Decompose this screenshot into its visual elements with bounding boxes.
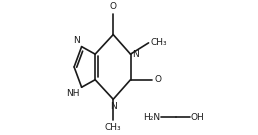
Text: N: N (132, 50, 139, 59)
Text: O: O (155, 75, 162, 84)
Text: O: O (110, 1, 117, 11)
Text: NH: NH (66, 89, 80, 98)
Text: CH₃: CH₃ (150, 38, 167, 47)
Text: CH₃: CH₃ (105, 123, 122, 132)
Text: OH: OH (191, 113, 204, 122)
Text: N: N (73, 36, 80, 45)
Text: H₂N: H₂N (143, 113, 160, 122)
Text: N: N (110, 102, 117, 111)
